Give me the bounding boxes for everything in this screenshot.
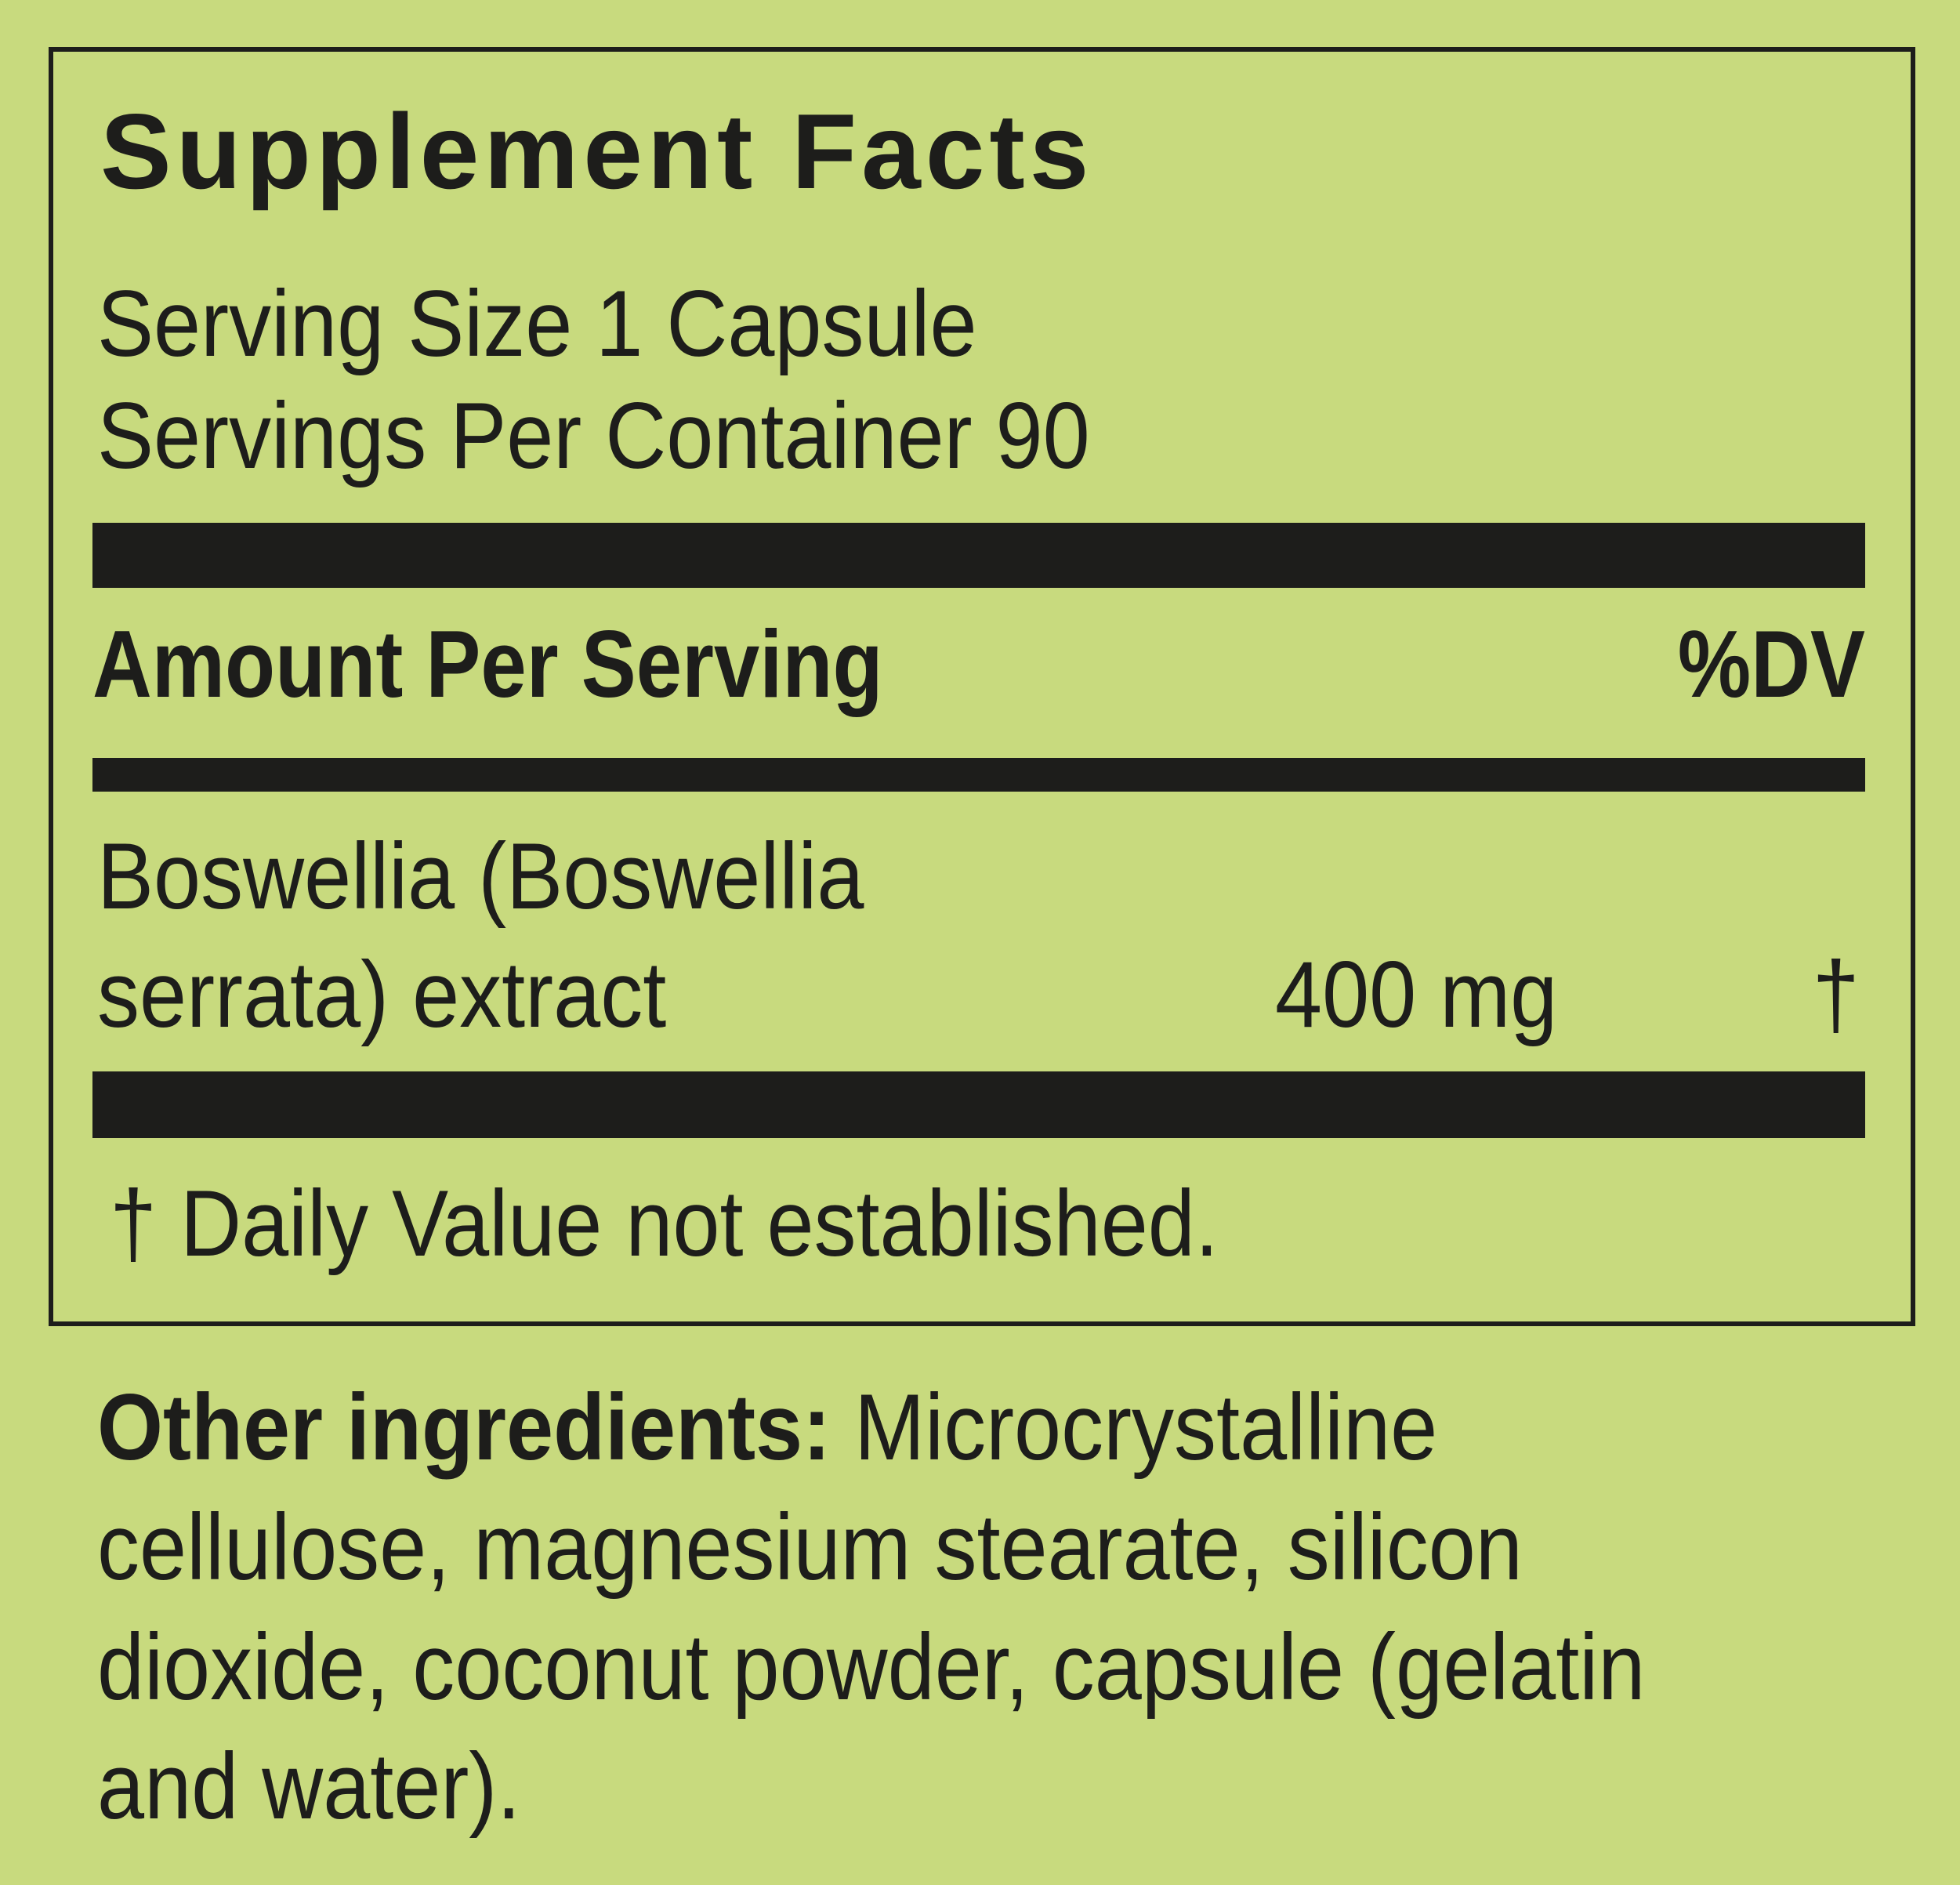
other-ingredients-line1: Other ingredients: Microcrystalline [97, 1380, 1437, 1474]
ingredient-amount: 400 mg [1275, 942, 1558, 1047]
other-ingredients-line4: and water). [97, 1734, 521, 1839]
other-ingredients-line3: dioxide, coconut powder, capsule (gelati… [97, 1615, 1646, 1720]
serving-size: Serving Size 1 Capsule [97, 271, 977, 376]
amount-per-serving-header: Amount Per Serving [92, 611, 883, 717]
thin-divider [92, 758, 1865, 792]
thick-divider [92, 523, 1865, 588]
supplement-facts-panel [49, 47, 1915, 1326]
footnote: † Daily Value not established. [110, 1171, 1219, 1276]
ingredient-name-line2: serrata) extract [97, 942, 667, 1047]
thick-divider-bottom [92, 1071, 1865, 1138]
other-ingredients-label: Other ingredients: [97, 1375, 831, 1480]
other-ingredients-text: Microcrystalline [831, 1375, 1438, 1480]
ingredient-dv: † [1812, 942, 1860, 1047]
ingredient-name-line1: Boswellia (Boswellia [97, 824, 864, 929]
dv-header: %DV [1677, 611, 1865, 717]
servings-per-container: Servings Per Container 90 [97, 383, 1090, 488]
other-ingredients-line2: cellulose, magnesium stearate, silicon [97, 1495, 1523, 1600]
panel-title: Supplement Facts [100, 92, 1094, 211]
